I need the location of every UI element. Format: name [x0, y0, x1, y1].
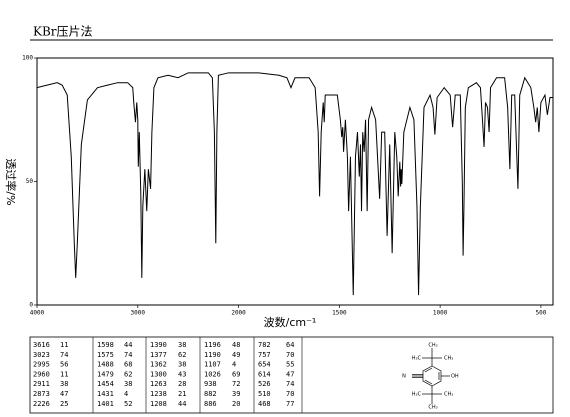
table-cell: 1454 [97, 380, 114, 388]
table-cell: 2995 [33, 361, 50, 369]
table-cell: 1377 [150, 351, 167, 359]
table-cell: 1196 [204, 341, 221, 349]
table-cell: 757 [258, 351, 271, 359]
x-tick-label: 2000 [231, 310, 246, 317]
table-cell: 69 [232, 370, 240, 378]
table-cell: 1390 [150, 341, 167, 349]
x-tick-label: 3000 [131, 310, 146, 317]
table-cell: 38 [178, 341, 186, 349]
table-cell: 68 [124, 361, 132, 369]
atom-label: CH₃ [444, 392, 453, 398]
table-cell: 25 [60, 400, 68, 408]
table-cell: 62 [124, 370, 132, 378]
table-cell: 49 [232, 351, 240, 359]
table-cell: 3616 [33, 341, 50, 349]
y-tick-label: 50 [26, 178, 34, 185]
table-cell: 44 [178, 400, 186, 408]
atom-label: H₃C [412, 392, 422, 398]
table-cell: 47 [60, 390, 68, 398]
table-cell: 2873 [33, 390, 50, 398]
table-cell: 1362 [150, 361, 167, 369]
table-cell: 510 [258, 390, 271, 398]
table-cell: 882 [204, 390, 217, 398]
atom-label: H₃C [412, 356, 422, 362]
table-cell: 52 [124, 400, 132, 408]
table-cell: 1263 [150, 380, 167, 388]
table-frame [29, 336, 554, 414]
table-cell: 11 [60, 370, 68, 378]
table-cell: 1026 [204, 370, 221, 378]
table-cell: 56 [60, 361, 68, 369]
plot-frame [36, 57, 554, 306]
table-cell: 4 [124, 390, 128, 398]
table-cell: 1401 [97, 400, 114, 408]
table-cell: 2911 [33, 380, 50, 388]
table-cell: 47 [286, 370, 294, 378]
table-dividers [92, 337, 303, 413]
atom-label: CH₃ [444, 356, 453, 362]
table-cell: 614 [258, 370, 271, 378]
atom-label: CH₃ [428, 405, 437, 411]
table-cell: 38 [124, 380, 132, 388]
table-cell: 64 [286, 341, 294, 349]
structure [412, 348, 450, 404]
table-cell: 44 [124, 341, 132, 349]
y-axis-label: 透过率/% [4, 158, 18, 205]
table-cell: 43 [178, 370, 186, 378]
atom-label: N [402, 374, 406, 380]
y-tick-label: 0 [29, 302, 33, 309]
table-cell: 1575 [97, 351, 114, 359]
table-cell: 886 [204, 400, 217, 408]
table-cell: 468 [258, 400, 271, 408]
table-cell: 70 [286, 390, 294, 398]
table-cell: 526 [258, 380, 271, 388]
table-cell: 74 [286, 380, 294, 388]
table-cell: 1300 [150, 370, 167, 378]
table-cell: 4 [232, 361, 236, 369]
x-tick-label: 500 [535, 310, 546, 317]
table-cell: 74 [124, 351, 132, 359]
table-cell: 1208 [150, 400, 167, 408]
table-cell: 938 [204, 380, 217, 388]
table-cell: 38 [60, 380, 68, 388]
table-cell: 70 [286, 351, 294, 359]
table-cell: 55 [286, 361, 294, 369]
x-tick-label: 1000 [433, 310, 448, 317]
atom-label: OH [451, 374, 459, 380]
atom-label: CH₃ [428, 343, 437, 349]
table-cell: 1431 [97, 390, 114, 398]
table-cell: 72 [232, 380, 240, 388]
table-cell: 1107 [204, 361, 221, 369]
table-cell: 782 [258, 341, 271, 349]
y-tick-label: 100 [22, 55, 33, 62]
table-cell: 1190 [204, 351, 221, 359]
table-cell: 3023 [33, 351, 50, 359]
table-cell: 654 [258, 361, 271, 369]
table-cell: 1238 [150, 390, 167, 398]
table-cell: 28 [178, 380, 186, 388]
table-cell: 1598 [97, 341, 114, 349]
table-cell: 39 [232, 390, 240, 398]
table-cell: 48 [232, 341, 240, 349]
table-cell: 2960 [33, 370, 50, 378]
spectrum-line [36, 72, 553, 296]
table-cell: 1479 [97, 370, 114, 378]
table-cell: 77 [286, 400, 294, 408]
x-tick-label: 4000 [30, 310, 45, 317]
table-cell: 62 [178, 351, 186, 359]
table-cell: 1488 [97, 361, 114, 369]
x-axis-label: 波数/cm⁻¹ [264, 316, 317, 329]
title: KBr压片法 [33, 25, 93, 39]
table-cell: 20 [232, 400, 240, 408]
x-tick-label: 1500 [332, 310, 347, 317]
table-cell: 38 [178, 361, 186, 369]
table-cell: 2226 [33, 400, 50, 408]
table-cell: 11 [60, 341, 68, 349]
table-cell: 74 [60, 351, 68, 359]
table-cell: 21 [178, 390, 186, 398]
